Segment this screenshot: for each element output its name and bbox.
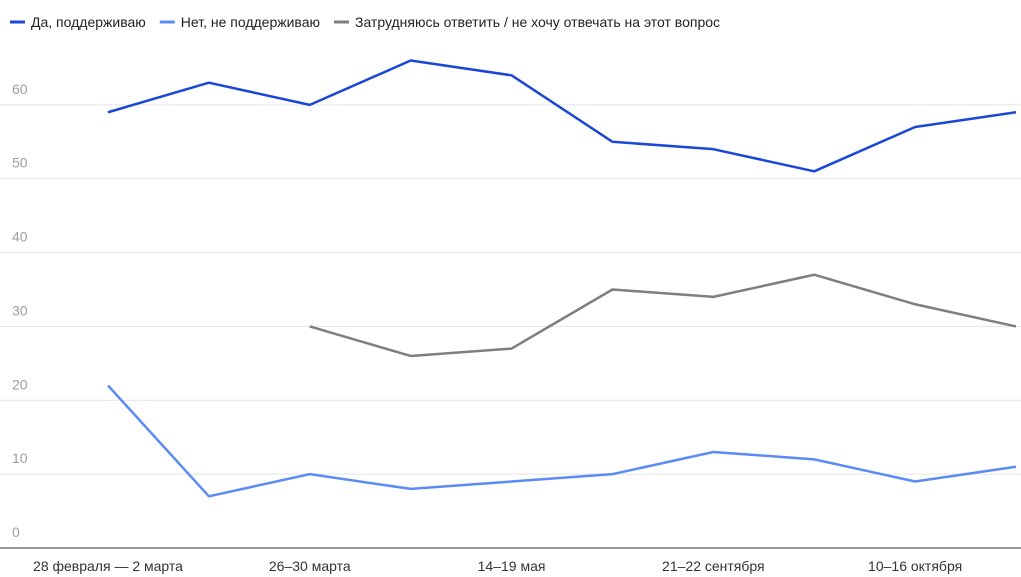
legend-label: Нет, не поддерживаю (181, 14, 320, 30)
y-tick-label: 30 (12, 302, 28, 318)
y-tick-label: 40 (12, 229, 28, 245)
legend-label: Затрудняюсь ответить / не хочу отвечать … (355, 14, 720, 30)
series-line (107, 384, 1017, 498)
y-tick-label: 50 (12, 155, 28, 171)
y-tick-label: 10 (12, 450, 28, 466)
y-tick-label: 0 (12, 524, 20, 540)
legend-label: Да, поддерживаю (31, 14, 146, 30)
x-tick-label: 10–16 октября (868, 558, 962, 574)
y-tick-label: 60 (12, 81, 28, 97)
x-tick-label: 28 февраля — 2 марта (33, 558, 183, 574)
x-tick-label: 21–22 сентября (662, 558, 765, 574)
series-line (107, 59, 1017, 173)
x-tick-label: 26–30 марта (269, 558, 351, 574)
series-line (309, 273, 1017, 358)
x-tick-label: 14–19 мая (478, 558, 546, 574)
y-tick-label: 20 (12, 376, 28, 392)
